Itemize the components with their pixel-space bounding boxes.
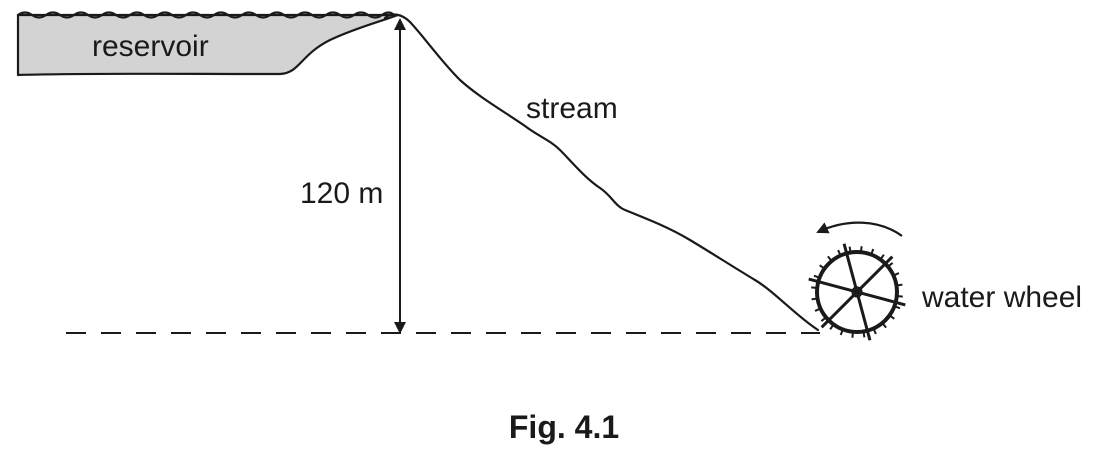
wheel-paddle	[811, 297, 818, 301]
wheel-paddle	[848, 246, 852, 253]
water-surface	[16, 11, 396, 19]
wheel-paddle	[820, 316, 827, 322]
wheel-paddle	[894, 305, 901, 310]
water-wheel-label: water wheel	[921, 281, 1082, 314]
reservoir-label: reservoir	[92, 30, 209, 63]
wheel-spokes	[808, 243, 906, 341]
wheel-paddle	[814, 307, 821, 312]
curved-arrow-anticlockwise-icon	[816, 221, 903, 237]
height-label: 120 m	[300, 177, 383, 210]
wheel-paddle	[829, 323, 835, 330]
wheel-paddle	[811, 286, 818, 290]
wheel-paddle	[881, 322, 887, 329]
wheel-paddle	[837, 249, 842, 256]
wheel-spoke	[820, 255, 894, 329]
wheel-paddle	[872, 328, 877, 335]
wheel-paddle	[859, 246, 863, 253]
wheel-paddle	[819, 264, 826, 270]
reservoir-body	[16, 13, 400, 77]
wheel-paddle	[827, 255, 833, 262]
stream-label: stream	[526, 92, 618, 125]
wheel-paddle	[896, 294, 903, 298]
wheel-paddle	[839, 329, 844, 336]
figure-caption: Fig. 4.1	[509, 409, 619, 445]
water-wheel-icon	[808, 243, 906, 341]
wheel-paddle	[896, 283, 903, 287]
wheel-paddle	[813, 274, 820, 279]
wheel-paddle	[862, 331, 866, 338]
wheel-paddle	[870, 248, 875, 255]
wheel-paddle	[887, 262, 894, 268]
stream-slope	[383, 13, 820, 332]
wheel-paddle	[893, 272, 900, 277]
wheel-paddle	[888, 314, 895, 320]
wheel-paddle	[879, 254, 885, 261]
wheel-paddles	[811, 246, 903, 338]
wheel-paddle	[851, 331, 855, 338]
